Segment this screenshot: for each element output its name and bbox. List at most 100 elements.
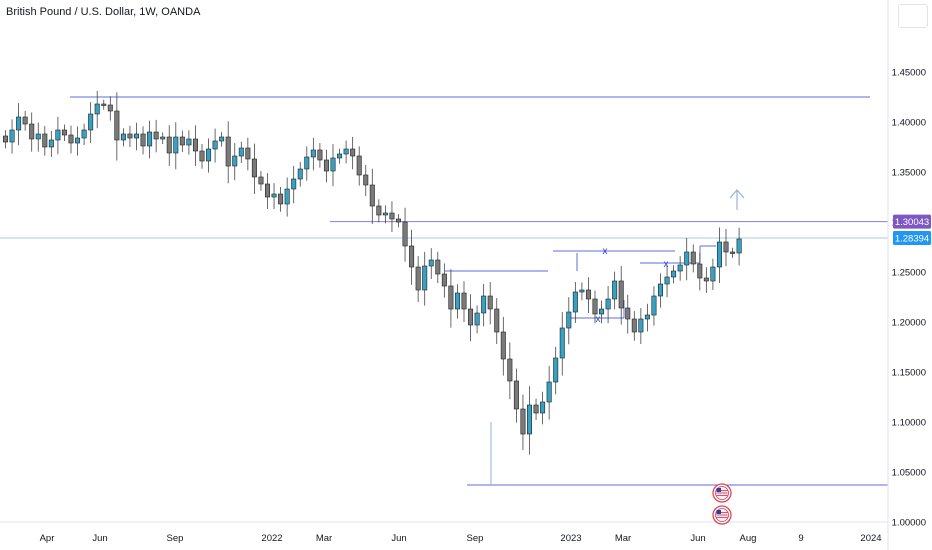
candle[interactable] [134, 122, 140, 151]
candle[interactable] [481, 283, 487, 327]
candle[interactable] [68, 125, 74, 154]
candle[interactable] [29, 112, 35, 152]
candle[interactable] [304, 146, 310, 181]
candle[interactable] [677, 256, 683, 281]
candle[interactable] [441, 263, 447, 298]
candle[interactable] [81, 123, 87, 146]
candle[interactable] [271, 183, 277, 209]
candle[interactable] [153, 119, 159, 153]
candle[interactable] [232, 143, 238, 181]
candle[interactable] [42, 126, 48, 156]
candle[interactable] [297, 162, 303, 187]
candle[interactable] [435, 251, 441, 284]
candle[interactable] [22, 110, 28, 131]
candle[interactable] [605, 286, 611, 324]
event-flag-icon[interactable] [712, 483, 732, 503]
candle[interactable] [487, 282, 493, 325]
candle[interactable] [94, 91, 100, 129]
candle[interactable] [284, 177, 290, 217]
candle[interactable] [48, 130, 54, 158]
candle[interactable] [107, 96, 113, 121]
candle[interactable] [369, 168, 375, 224]
candle[interactable] [330, 144, 336, 187]
candle[interactable] [599, 300, 605, 324]
candle[interactable] [160, 132, 166, 145]
candle[interactable] [264, 173, 270, 209]
candle[interactable] [730, 247, 736, 258]
candle[interactable] [192, 125, 198, 166]
candle[interactable] [238, 141, 244, 164]
candle[interactable] [147, 120, 153, 159]
pattern-x-label[interactable]: x [596, 314, 601, 325]
candle[interactable] [206, 138, 212, 173]
candle[interactable] [710, 258, 716, 291]
candle[interactable] [337, 148, 343, 164]
candle[interactable] [664, 264, 670, 298]
candle[interactable] [199, 144, 205, 169]
candle[interactable] [9, 119, 15, 154]
candle[interactable] [526, 386, 532, 455]
candle[interactable] [140, 126, 146, 155]
candle[interactable] [448, 269, 454, 328]
candle[interactable] [356, 146, 362, 186]
event-flag-icon[interactable] [712, 505, 732, 525]
candle[interactable] [376, 199, 382, 223]
candle[interactable] [422, 251, 428, 306]
candle[interactable] [638, 308, 644, 344]
candle[interactable] [684, 238, 690, 281]
candle[interactable] [468, 294, 474, 342]
candle[interactable] [474, 305, 480, 334]
candle[interactable] [219, 131, 225, 147]
candle[interactable] [579, 282, 585, 301]
candle[interactable] [251, 143, 257, 194]
candle[interactable] [35, 122, 41, 152]
candle[interactable] [323, 149, 329, 183]
candle[interactable] [507, 342, 513, 400]
candle[interactable] [520, 394, 526, 450]
candle[interactable] [409, 229, 415, 285]
candle[interactable] [513, 368, 519, 423]
candle[interactable] [258, 170, 264, 191]
candle[interactable] [173, 122, 179, 170]
candle[interactable] [461, 281, 467, 322]
candle[interactable] [166, 125, 172, 166]
pattern-x-label[interactable]: x [664, 259, 669, 270]
candle[interactable] [553, 346, 559, 395]
candle[interactable] [625, 294, 631, 334]
candle[interactable] [350, 136, 356, 170]
candle[interactable] [566, 297, 572, 345]
candle[interactable] [415, 256, 421, 302]
candle[interactable] [212, 128, 218, 163]
chart-settings-button[interactable] [898, 4, 928, 28]
candle[interactable] [382, 205, 388, 224]
candle[interactable] [61, 124, 67, 142]
candle[interactable] [278, 187, 284, 212]
candle[interactable] [651, 286, 657, 326]
candle[interactable] [533, 398, 539, 421]
candle[interactable] [343, 140, 349, 164]
candle[interactable] [723, 229, 729, 267]
candle[interactable] [225, 121, 231, 184]
pattern-bracket-lines[interactable] [553, 245, 716, 319]
target-arrow-icon[interactable] [729, 189, 745, 210]
candle[interactable] [317, 143, 323, 168]
candle[interactable] [454, 284, 460, 319]
candle[interactable] [572, 282, 578, 323]
candle[interactable] [428, 248, 434, 279]
candle[interactable] [559, 312, 565, 376]
candle[interactable] [585, 277, 591, 313]
candle[interactable] [389, 201, 395, 232]
candle[interactable] [612, 271, 618, 310]
candle[interactable] [618, 265, 624, 325]
candle[interactable] [101, 99, 107, 110]
candle[interactable] [657, 273, 663, 308]
candle[interactable] [16, 103, 22, 146]
candle[interactable] [697, 252, 703, 291]
candle[interactable] [402, 207, 408, 262]
candle[interactable] [114, 92, 120, 161]
candle[interactable] [291, 166, 297, 204]
candle[interactable] [179, 130, 185, 153]
candle[interactable] [88, 102, 94, 143]
candle[interactable] [500, 316, 506, 376]
candle[interactable] [245, 137, 251, 171]
